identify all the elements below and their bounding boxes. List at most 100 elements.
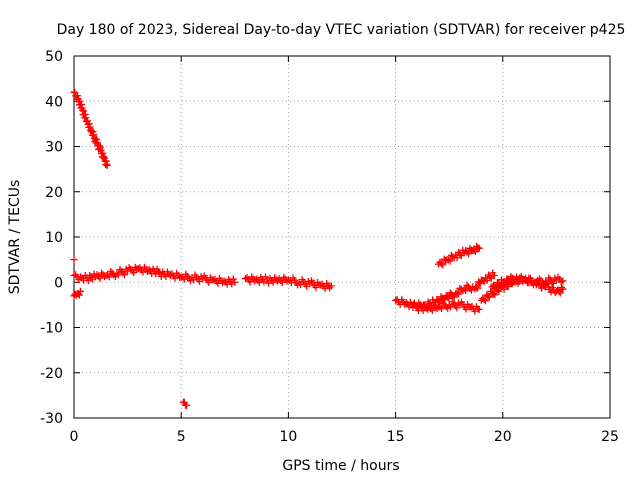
band-marker — [413, 304, 421, 312]
band-marker — [127, 265, 135, 273]
tick-labels: 0 5 10 15 20 25 -30 -20 -10 0 10 20 30 40 50 — [40, 49, 619, 445]
data-point — [70, 88, 78, 96]
band-marker — [117, 267, 125, 275]
y-tick-label: 40 — [45, 94, 63, 110]
series-main-band-early — [72, 263, 237, 288]
band-marker — [96, 274, 104, 282]
band-marker — [453, 304, 461, 312]
data-point — [460, 285, 468, 293]
data-point — [542, 277, 550, 285]
y-tick-label: 0 — [54, 275, 63, 291]
data-point — [166, 271, 174, 279]
band-marker — [540, 280, 548, 288]
data-point — [134, 265, 142, 273]
data-point — [74, 95, 82, 103]
data-point — [252, 275, 260, 283]
band-marker — [450, 293, 458, 301]
data-point — [488, 290, 496, 298]
data-point — [482, 274, 490, 282]
data-point — [559, 277, 567, 285]
band-marker — [428, 306, 436, 314]
data-point — [477, 296, 485, 304]
data-point — [531, 278, 539, 286]
band-marker — [484, 292, 492, 300]
data-point — [100, 154, 108, 162]
data-point — [488, 283, 496, 291]
y-tick-label: -10 — [40, 321, 63, 337]
band-marker — [456, 250, 464, 258]
x-tick-label: 10 — [279, 429, 297, 445]
band-marker — [467, 286, 475, 294]
band-marker — [421, 302, 429, 310]
band-marker — [444, 304, 452, 312]
data-point — [445, 301, 453, 309]
band-marker — [121, 271, 129, 279]
grid — [74, 56, 610, 418]
data-point — [559, 285, 567, 293]
data-point — [475, 244, 483, 252]
data-point — [220, 277, 228, 285]
data-point — [460, 249, 468, 257]
band-marker — [439, 261, 447, 269]
y-tick-label: -20 — [40, 366, 63, 382]
band-marker — [557, 278, 565, 286]
data-point — [419, 301, 427, 309]
band-marker — [492, 284, 500, 292]
x-tick-label: 5 — [177, 429, 186, 445]
data-point — [209, 276, 217, 284]
data-point — [263, 276, 271, 284]
x-tick-label: 20 — [494, 429, 512, 445]
data-point — [443, 256, 451, 264]
x-tick-label: 15 — [387, 429, 405, 445]
band-marker — [486, 273, 494, 281]
data-point — [242, 275, 250, 283]
data-point — [156, 269, 164, 277]
tick-marks — [73, 55, 611, 419]
data-point — [452, 290, 460, 298]
data-point — [471, 285, 479, 293]
data-point — [113, 269, 121, 277]
data-point — [274, 277, 282, 285]
band-marker — [228, 280, 236, 288]
data-point — [76, 273, 84, 281]
data-point — [183, 401, 191, 409]
data-point — [87, 127, 95, 135]
data-point — [467, 303, 475, 311]
band-marker — [261, 273, 269, 281]
band-marker — [105, 273, 113, 281]
data-point — [83, 274, 91, 282]
band-marker — [453, 289, 461, 297]
band-marker — [485, 293, 493, 301]
data-point — [102, 271, 110, 279]
data-point — [306, 280, 314, 288]
data-point — [103, 162, 111, 170]
band-marker — [130, 269, 138, 277]
data-point — [145, 266, 153, 274]
data-point — [510, 275, 518, 283]
x-tick-label: 25 — [601, 429, 619, 445]
data-point — [430, 299, 438, 307]
data-point — [295, 278, 303, 286]
data-point — [70, 271, 78, 279]
y-tick-label: 10 — [45, 230, 63, 246]
data-point — [96, 145, 104, 153]
data-point — [441, 294, 449, 302]
data-point — [79, 106, 87, 114]
data-point — [91, 273, 99, 281]
data-point — [499, 278, 507, 286]
band-marker — [440, 296, 448, 304]
band-marker — [464, 250, 472, 258]
data-point — [327, 282, 335, 290]
data-point — [91, 136, 99, 144]
data-point — [177, 273, 185, 281]
data-point — [284, 276, 292, 284]
data-point — [552, 287, 560, 295]
data-point — [199, 275, 207, 283]
band-marker — [434, 297, 442, 305]
data-point — [231, 278, 239, 286]
data-point — [452, 251, 460, 259]
band-marker — [556, 289, 564, 297]
y-tick-label: 20 — [45, 185, 63, 201]
band-marker — [283, 277, 291, 285]
